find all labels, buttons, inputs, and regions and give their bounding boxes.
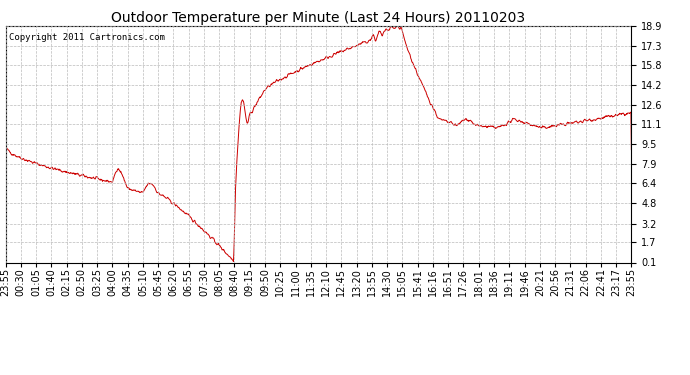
Title: Outdoor Temperature per Minute (Last 24 Hours) 20110203: Outdoor Temperature per Minute (Last 24 … bbox=[111, 11, 526, 25]
Text: Copyright 2011 Cartronics.com: Copyright 2011 Cartronics.com bbox=[9, 33, 164, 42]
